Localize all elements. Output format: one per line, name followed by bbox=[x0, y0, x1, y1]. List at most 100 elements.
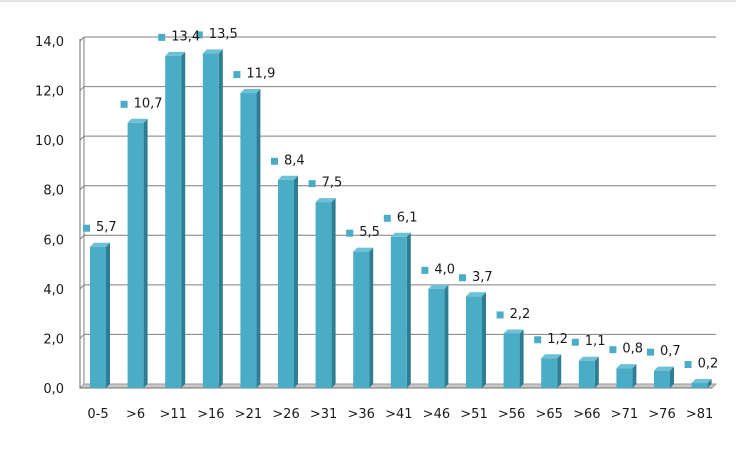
gridline-wall-connector bbox=[79, 234, 85, 240]
bar-top bbox=[353, 247, 374, 252]
data-label-marker bbox=[459, 274, 466, 282]
bar bbox=[616, 368, 633, 388]
x-tick-label: >76 bbox=[648, 407, 675, 422]
bar bbox=[578, 360, 595, 388]
data-label: 2,2 bbox=[510, 307, 531, 322]
x-tick-label: >31 bbox=[310, 407, 337, 422]
bar-side bbox=[707, 379, 712, 388]
bar bbox=[654, 370, 670, 388]
data-label: 1,2 bbox=[547, 332, 568, 347]
y-tick-label: 2,0 bbox=[43, 332, 64, 347]
data-label-marker bbox=[233, 71, 241, 79]
x-tick-label: >81 bbox=[686, 407, 713, 422]
bar bbox=[165, 55, 182, 388]
data-label-marker bbox=[684, 361, 692, 369]
data-label: 5,7 bbox=[96, 220, 117, 235]
data-label: 10,7 bbox=[134, 96, 163, 111]
bar bbox=[315, 202, 332, 388]
data-label-marker bbox=[120, 100, 128, 108]
x-tick-label: >11 bbox=[159, 407, 186, 422]
data-label-marker bbox=[571, 338, 579, 346]
bar-side bbox=[557, 354, 562, 388]
gridline-wall-connector bbox=[79, 135, 85, 141]
bar-side bbox=[594, 356, 599, 388]
data-label: 3,7 bbox=[472, 270, 493, 285]
data-label: 4,0 bbox=[434, 262, 455, 277]
data-label: 8,4 bbox=[284, 153, 305, 168]
bar-top bbox=[202, 49, 223, 54]
y-tick-label: 10,0 bbox=[35, 134, 64, 149]
gridline-wall-connector bbox=[79, 36, 85, 42]
bar bbox=[503, 333, 520, 388]
top-divider bbox=[0, 0, 736, 2]
x-tick-label: >36 bbox=[347, 407, 374, 422]
data-label: 0,2 bbox=[698, 357, 719, 372]
data-label-marker bbox=[83, 224, 90, 232]
y-tick-label: 12,0 bbox=[35, 85, 64, 100]
bar-top bbox=[90, 242, 110, 247]
x-tick-label: >51 bbox=[460, 407, 487, 422]
data-label: 5,5 bbox=[359, 225, 380, 240]
bar-side bbox=[256, 89, 261, 389]
data-label: 7,5 bbox=[322, 176, 343, 191]
data-label-marker bbox=[534, 336, 542, 344]
data-label-marker bbox=[383, 214, 391, 222]
x-tick-label: >6 bbox=[126, 407, 145, 422]
x-tick-label: >65 bbox=[535, 407, 562, 422]
bar-side bbox=[143, 118, 148, 389]
data-label-marker bbox=[647, 348, 654, 356]
bar-top bbox=[315, 198, 336, 203]
bars bbox=[90, 49, 712, 389]
bar-top bbox=[390, 232, 411, 237]
bar-top bbox=[278, 175, 298, 180]
data-label: 6,1 bbox=[397, 210, 418, 225]
bar-side bbox=[369, 247, 374, 388]
bar bbox=[90, 246, 106, 388]
y-tick-label: 8,0 bbox=[43, 184, 64, 199]
data-label: 11,9 bbox=[246, 67, 275, 82]
bar-top bbox=[578, 356, 599, 361]
data-label-marker bbox=[158, 33, 166, 41]
bar bbox=[127, 122, 144, 389]
x-tick-label: >41 bbox=[385, 407, 412, 422]
x-tick-label: >26 bbox=[272, 407, 299, 422]
bar bbox=[202, 53, 219, 389]
data-label-marker bbox=[346, 229, 354, 237]
data-label-markers bbox=[83, 31, 692, 369]
bar-top bbox=[428, 284, 449, 289]
bar bbox=[428, 288, 445, 388]
bar-side bbox=[444, 284, 449, 388]
bar bbox=[691, 383, 708, 388]
bar-side bbox=[294, 175, 298, 388]
y-tick-label: 6,0 bbox=[43, 233, 64, 248]
data-label: 0,7 bbox=[660, 344, 681, 359]
bar-top bbox=[240, 89, 261, 94]
x-tick-label: >71 bbox=[611, 407, 638, 422]
bar bbox=[278, 179, 294, 388]
gridline-wall-connector bbox=[79, 86, 85, 91]
bar-top bbox=[616, 364, 637, 369]
y-tick-label: 4,0 bbox=[43, 283, 64, 298]
data-label-marker bbox=[195, 31, 203, 39]
data-label: 0,8 bbox=[622, 342, 643, 357]
bar bbox=[240, 93, 257, 389]
x-tick-label: >56 bbox=[498, 407, 525, 422]
bar-top bbox=[654, 366, 674, 371]
bar-side bbox=[218, 49, 223, 389]
y-tick-label: 0,0 bbox=[43, 382, 64, 397]
gridline-wall-connector bbox=[79, 284, 85, 290]
y-axis-tick-labels: 0,0 2,0 4,0 6,0 8,0 10,0 12,0 14,0 bbox=[35, 35, 64, 397]
bar-side bbox=[106, 242, 110, 388]
data-label-marker bbox=[421, 266, 429, 274]
data-label: 1,1 bbox=[585, 334, 606, 349]
x-tick-label: >66 bbox=[573, 407, 600, 422]
bar-side bbox=[519, 329, 524, 388]
data-label-marker bbox=[271, 157, 278, 165]
bar bbox=[541, 358, 558, 388]
x-tick-label: >16 bbox=[197, 407, 224, 422]
data-labels: 5,7 10,7 13,4 13,5 11,9 8,4 7,5 5,5 6,1 4,0 3,7 2,2… bbox=[96, 27, 718, 372]
gridline-wall-connector bbox=[79, 334, 85, 339]
bar-top bbox=[541, 354, 562, 359]
bar-top bbox=[165, 51, 186, 56]
